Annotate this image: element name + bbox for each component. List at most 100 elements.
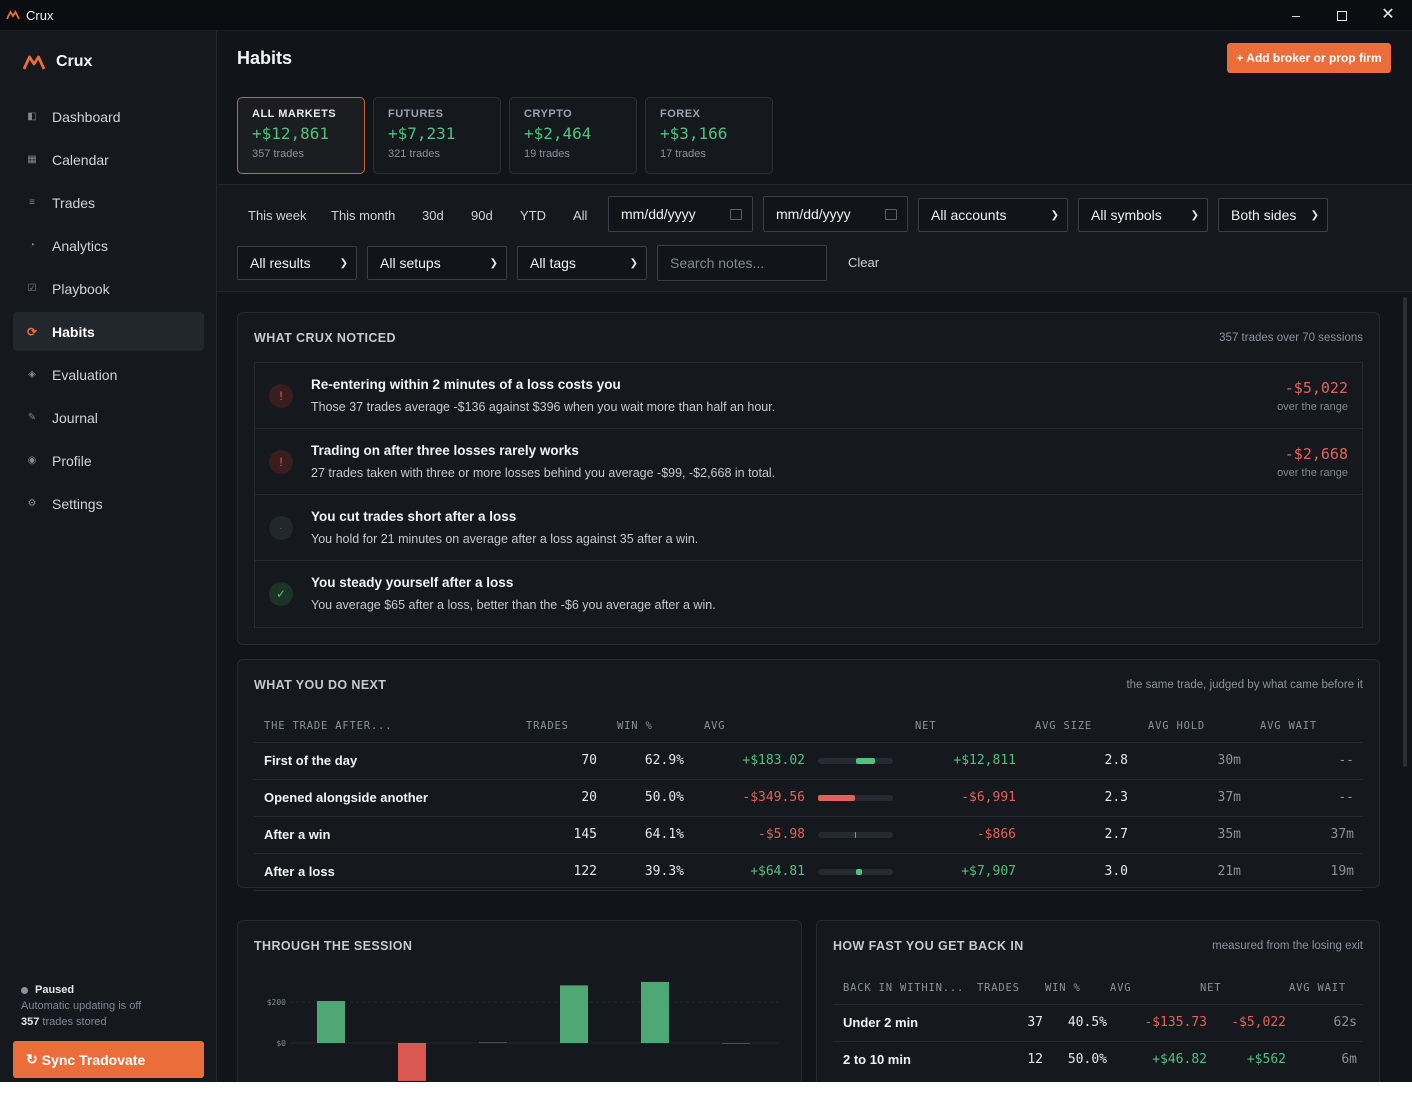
results-select[interactable]: All results ❯ bbox=[237, 246, 357, 280]
cell-size: 2.3 bbox=[1104, 790, 1128, 805]
sidebar: Crux ◧ Dashboard ▦ Calendar ≡ Trades ◔ Analy… bbox=[0, 31, 217, 1082]
market-trades: 17 trades bbox=[660, 148, 706, 160]
y-tick-label: $0 bbox=[276, 1039, 286, 1048]
market-trades: 19 trades bbox=[524, 148, 570, 160]
cell-label: Opened alongside another bbox=[264, 790, 428, 805]
sidebar-item-playbook[interactable]: ☑ Playbook bbox=[13, 269, 204, 308]
sync-button[interactable]: ↻ Sync Tradovate bbox=[13, 1041, 204, 1078]
notice-title: You cut trades short after a loss bbox=[311, 509, 517, 524]
symbols-select[interactable]: All symbols ❯ bbox=[1078, 198, 1208, 232]
brand[interactable]: Crux bbox=[22, 53, 92, 71]
range-all[interactable]: All bbox=[573, 208, 588, 223]
range-30d[interactable]: 30d bbox=[422, 208, 444, 223]
sidebar-item-journal[interactable]: ✎ Journal bbox=[13, 398, 204, 437]
stored-label: trades stored bbox=[42, 1016, 107, 1028]
market-card-futures[interactable]: FUTURES +$7,231 321 trades bbox=[373, 97, 501, 174]
col-avg-size: AVG SIZE bbox=[1035, 720, 1092, 732]
filter-bar: This week This month 30d 90d YTD All mm/… bbox=[217, 184, 1412, 292]
cell-win: 50.0% bbox=[1067, 1052, 1107, 1067]
market-card-crypto[interactable]: CRYPTO +$2,464 19 trades bbox=[509, 97, 637, 174]
maximize-icon[interactable] bbox=[1327, 5, 1357, 25]
sidebar-item-settings[interactable]: ⚙ Settings bbox=[13, 484, 204, 523]
close-icon[interactable]: ✕ bbox=[1381, 6, 1395, 23]
range-this-week[interactable]: This week bbox=[248, 208, 307, 223]
sidebar-item-profile[interactable]: ◉ Profile bbox=[13, 441, 204, 480]
fast-subtitle: measured from the losing exit bbox=[1212, 940, 1363, 952]
sidebar-item-calendar[interactable]: ▦ Calendar bbox=[13, 140, 204, 179]
col-net: NET bbox=[1200, 982, 1222, 994]
title-bar: Crux – ✕ bbox=[0, 0, 1412, 31]
cell-hold: 30m bbox=[1217, 753, 1241, 768]
table-row[interactable]: Opened alongside another 20 50.0% -$349.56 -… bbox=[254, 779, 1363, 816]
session-bar[interactable] bbox=[560, 985, 588, 1043]
vertical-scrollbar[interactable] bbox=[1403, 297, 1407, 767]
calendar-icon[interactable] bbox=[730, 209, 742, 220]
notice-item: ✓ You steady yourself after a loss You a… bbox=[255, 561, 1362, 627]
market-label: FOREX bbox=[660, 108, 701, 120]
cell-win: 50.0% bbox=[644, 790, 684, 805]
accounts-select[interactable]: All accounts ❯ bbox=[918, 198, 1068, 232]
refresh-icon: ⟳ bbox=[26, 324, 38, 339]
sidebar-item-label: Journal bbox=[52, 409, 98, 426]
col-back-in: BACK IN WITHIN... bbox=[843, 982, 965, 994]
next-subtitle: the same trade, judged by what came befo… bbox=[1126, 679, 1363, 691]
table-row[interactable]: 2 to 10 min 12 50.0% +$46.82 +$562 6m bbox=[833, 1041, 1363, 1078]
cell-wait: 62s bbox=[1333, 1015, 1357, 1030]
scroll-area[interactable]: WHAT CRUX NOTICED 357 trades over 70 ses… bbox=[217, 293, 1412, 1082]
dashboard-icon: ◧ bbox=[27, 111, 37, 122]
date-to-value: mm/dd/yyyy bbox=[776, 206, 851, 222]
chevron-down-icon: ❯ bbox=[629, 258, 638, 269]
avg-bar bbox=[818, 832, 893, 838]
add-broker-button[interactable]: + Add broker or prop firm bbox=[1227, 43, 1391, 73]
search-notes-input[interactable]: Search notes... bbox=[657, 245, 827, 281]
notice-title: Trading on after three losses rarely wor… bbox=[311, 443, 579, 458]
table-row[interactable]: Under 2 min 37 40.5% -$135.73 -$5,022 62s bbox=[833, 1004, 1363, 1041]
minimize-icon[interactable]: – bbox=[1292, 7, 1300, 23]
calendar-icon[interactable] bbox=[885, 209, 897, 220]
setups-select[interactable]: All setups ❯ bbox=[367, 246, 507, 280]
session-bar[interactable] bbox=[398, 1043, 426, 1081]
notice-desc: You average $65 after a loss, better tha… bbox=[311, 598, 716, 612]
crux-logo-icon bbox=[6, 10, 20, 20]
diamond-icon: ◈ bbox=[28, 369, 36, 380]
session-bar[interactable] bbox=[317, 1000, 345, 1043]
noticed-subtitle: 357 trades over 70 sessions bbox=[1219, 332, 1363, 344]
chevron-down-icon: ❯ bbox=[1050, 210, 1059, 221]
market-card-forex[interactable]: FOREX +$3,166 17 trades bbox=[645, 97, 773, 174]
range-this-month[interactable]: This month bbox=[331, 208, 396, 223]
market-card-all[interactable]: ALL MARKETS +$12,861 357 trades bbox=[237, 97, 365, 174]
date-from-input[interactable]: mm/dd/yyyy bbox=[608, 196, 753, 232]
col-avg: AVG bbox=[1110, 982, 1132, 994]
range-90d[interactable]: 90d bbox=[471, 208, 493, 223]
col-avg: AVG bbox=[704, 720, 726, 732]
sidebar-item-evaluation[interactable]: ◈ Evaluation bbox=[13, 355, 204, 394]
col-trades: TRADES bbox=[977, 982, 1020, 994]
notice-value: -$2,668 bbox=[1284, 445, 1348, 463]
sides-select[interactable]: Both sides ❯ bbox=[1218, 198, 1328, 232]
sidebar-item-trades[interactable]: ≡ Trades bbox=[13, 183, 204, 222]
session-bar[interactable] bbox=[722, 1043, 750, 1044]
clear-filters-button[interactable]: Clear bbox=[848, 255, 880, 270]
sidebar-item-analytics[interactable]: ◔ Analytics bbox=[13, 226, 204, 265]
table-row[interactable]: First of the day 70 62.9% +$183.02 +$12,811 2… bbox=[254, 742, 1363, 779]
col-net: NET bbox=[915, 720, 937, 732]
cell-size: 2.8 bbox=[1104, 753, 1128, 768]
sidebar-item-habits[interactable]: ⟳ Habits bbox=[13, 312, 204, 351]
avg-bar bbox=[818, 869, 893, 875]
cell-hold: 35m bbox=[1217, 827, 1241, 842]
cell-label: First of the day bbox=[264, 753, 358, 768]
accounts-value: All accounts bbox=[931, 207, 1007, 223]
cell-trades: 145 bbox=[573, 827, 597, 842]
range-ytd[interactable]: YTD bbox=[520, 208, 546, 223]
session-bar[interactable] bbox=[641, 981, 669, 1043]
cell-label: After a win bbox=[264, 827, 331, 842]
tags-select[interactable]: All tags ❯ bbox=[517, 246, 647, 280]
table-row[interactable]: After a loss 122 39.3% +$64.81 +$7,907 3.0 21m… bbox=[254, 853, 1363, 890]
table-row[interactable]: After a win 145 64.1% -$5.98 -$866 2.7 35m 37m bbox=[254, 816, 1363, 853]
window-title: Crux bbox=[26, 8, 54, 23]
cell-hold: 37m bbox=[1217, 790, 1241, 805]
sidebar-item-dashboard[interactable]: ◧ Dashboard bbox=[13, 97, 204, 136]
fast-title: HOW FAST YOU GET BACK IN bbox=[833, 939, 1024, 953]
session-bar[interactable] bbox=[479, 1042, 507, 1043]
date-to-input[interactable]: mm/dd/yyyy bbox=[763, 196, 908, 232]
